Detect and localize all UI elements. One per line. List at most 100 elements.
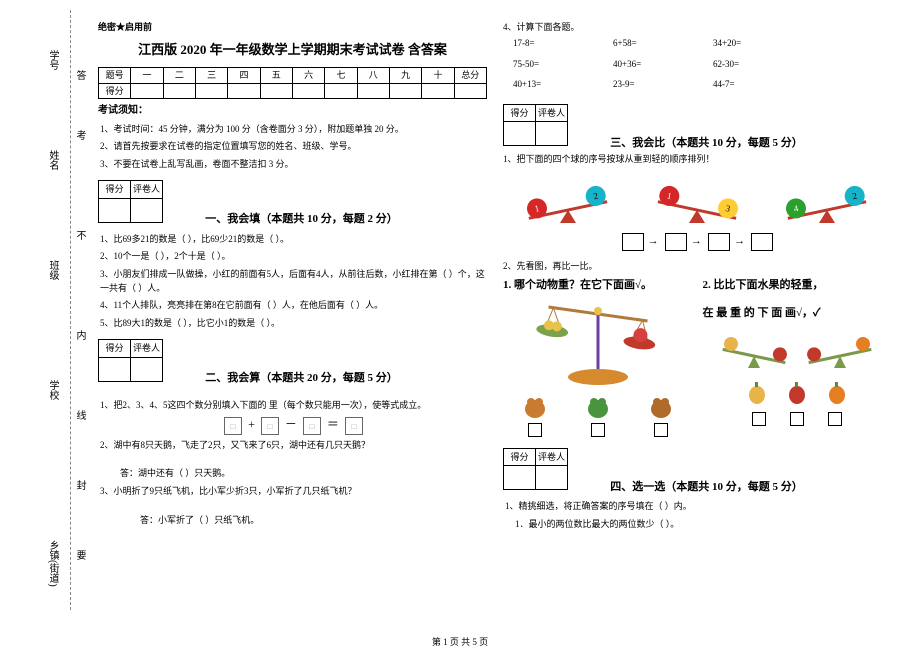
- frog-icon: [583, 393, 613, 419]
- th: 一: [131, 68, 163, 83]
- td: 得分: [99, 83, 131, 98]
- arrow-icon: →: [691, 233, 702, 251]
- answer-line: 答：湖中还有（ ）只天鹅。: [120, 466, 487, 480]
- calc-row: 17-8= 6+58= 34+20=: [513, 36, 892, 50]
- binding-label: 乡镇(街道): [45, 540, 60, 587]
- seesaw-icon: 1 3: [647, 175, 747, 225]
- notice-item: 1、考试时间：45 分钟，满分为 100 分（含卷面分 3 分），附加题单独 2…: [100, 122, 487, 136]
- blank-box[interactable]: □: [224, 417, 242, 435]
- question: 2、先看图，再比一比。: [503, 259, 892, 273]
- exam-sheet: 学号 姓名 班级 学校 乡镇(街道) 答 考 不 内 线 封 要 绝密★启用前 …: [30, 10, 900, 630]
- fruit-seesaw-icon: [800, 326, 880, 371]
- notice-list: 1、考试时间：45 分钟，满分为 100 分（含卷面分 3 分），附加题单独 2…: [98, 122, 487, 171]
- question: 1．最小的两位数比最大的两位数少（ ）。: [515, 517, 892, 531]
- fruit-compare: 2. 比比下面水果的轻重， 在 最 重 的 下 面 画√，✓: [703, 277, 893, 441]
- binding-label: 姓名: [45, 150, 60, 170]
- th: 六: [292, 68, 324, 83]
- question: 1、比69多21的数是（ ），比69少21的数是（ ）。: [100, 232, 487, 246]
- section-scorebox: 得分评卷人: [503, 448, 568, 490]
- answer-line: 答：小军折了（ ）只纸飞机。: [140, 513, 487, 527]
- seesaw-icon: 1 2: [518, 175, 618, 225]
- binding-mark: 不: [72, 230, 87, 240]
- section-4-title: 四、选一选（本题共 10 分，每题 5 分）: [610, 479, 803, 497]
- notice-item: 2、请首先按要求在试卷的指定位置填写您的姓名、班级、学号。: [100, 139, 487, 153]
- blank-box[interactable]: □: [261, 417, 279, 435]
- fruit-row: [746, 379, 848, 409]
- fruit-item: [746, 379, 768, 409]
- animal-row: [503, 393, 693, 442]
- left-page: 绝密★启用前 江西版 2020 年一年级数学上学期期末考试试卷 含答案 题号 一…: [90, 10, 495, 630]
- s1-questions: 1、比69多21的数是（ ），比69少21的数是（ ）。 2、10个一是（ ），…: [98, 232, 487, 330]
- answer-box[interactable]: [828, 412, 842, 426]
- question: 5、比89大1的数是（ ），比它小1的数是（ ）。: [100, 316, 487, 330]
- pear-icon: [746, 379, 768, 405]
- fruit-item: [826, 379, 848, 409]
- section-scorebox: 得分评卷人: [98, 180, 163, 222]
- binding-mark: 封: [72, 480, 87, 490]
- answer-box[interactable]: [654, 423, 668, 437]
- seesaw-icon: 4 2: [777, 175, 877, 225]
- binding-label: 班级: [45, 260, 60, 280]
- section-scorebox: 得分评卷人: [98, 339, 163, 381]
- blank-box[interactable]: □: [345, 417, 363, 435]
- animal-compare: 1. 哪个动物重？在它下面画√。: [503, 277, 693, 441]
- th: 八: [357, 68, 389, 83]
- answer-box[interactable]: [790, 412, 804, 426]
- th: 二: [163, 68, 195, 83]
- order-boxes: → → →: [503, 233, 892, 251]
- th: 题号: [99, 68, 131, 83]
- subq-line: 在 最 重 的 下 面 画√，✓: [703, 305, 821, 323]
- question: 1、把下面的四个球的序号按球从重到轻的顺序排列！: [503, 152, 892, 166]
- binding-margin: 学号 姓名 班级 学校 乡镇(街道) 答 考 不 内 线 封 要: [30, 10, 90, 610]
- squirrel-icon: [646, 393, 676, 419]
- subq-title: 2. 比比下面水果的轻重，: [703, 277, 824, 295]
- binding-mark: 内: [72, 330, 87, 340]
- th: 总分: [454, 68, 486, 83]
- main-title: 江西版 2020 年一年级数学上学期期末考试试卷 含答案: [98, 40, 487, 61]
- answer-box[interactable]: [752, 412, 766, 426]
- animal-item: [515, 393, 555, 442]
- section-2-title: 二、我会算（本题共 20 分，每题 5 分）: [205, 370, 398, 388]
- question: 3、小朋友们排成一队做操，小红的前面有5人，后面有4人，从前往后数，小红排在第（…: [100, 267, 487, 296]
- seesaw-row: 1 2 1 3 4 2: [503, 175, 892, 225]
- binding-mark: 答: [72, 70, 87, 80]
- answer-box[interactable]: [591, 423, 605, 437]
- op: ＝: [327, 417, 339, 431]
- question: 3、小明折了9只纸飞机，比小军少折3只，小军折了几只纸飞机？: [100, 484, 487, 498]
- calc-row: 75-50= 40+36= 62-30=: [513, 57, 892, 71]
- s2-questions: 1、把2、3、4、5这四个数分别填入下面的 里（每个数只能用一次），使等式成立。…: [98, 398, 487, 527]
- fruit-seesaw-icon: [714, 326, 794, 371]
- question: 2、10个一是（ ），2个十是（ ）。: [100, 249, 487, 263]
- balance-scale-icon: [523, 299, 673, 389]
- question: 1、精挑细选，将正确答案的序号填在（ ）内。: [505, 499, 892, 513]
- order-box[interactable]: [665, 233, 687, 251]
- s4-questions: 1、精挑细选，将正确答案的序号填在（ ）内。 1．最小的两位数比最大的两位数少（…: [503, 499, 892, 531]
- th: 四: [228, 68, 260, 83]
- subq-title: 1. 哪个动物重？在它下面画√。: [503, 277, 693, 295]
- binding-mark: 线: [72, 410, 87, 420]
- apple-icon: [786, 379, 808, 405]
- section-1-title: 一、我会填（本题共 10 分，每题 2 分）: [205, 211, 398, 229]
- order-box[interactable]: [751, 233, 773, 251]
- blank-box[interactable]: □: [303, 417, 321, 435]
- section-scorebox: 得分评卷人: [503, 104, 568, 146]
- th: 十: [422, 68, 454, 83]
- th: 五: [260, 68, 292, 83]
- cat-icon: [520, 393, 550, 419]
- score-value-row: 得分: [99, 83, 487, 98]
- answer-box[interactable]: [528, 423, 542, 437]
- equation-line: □ + □ － □ ＝ □: [100, 415, 487, 434]
- fruit-item: [786, 379, 808, 409]
- score-header-row: 题号 一 二 三 四 五 六 七 八 九 十 总分: [99, 68, 487, 83]
- animal-item: [641, 393, 681, 442]
- order-box[interactable]: [708, 233, 730, 251]
- question: 4、计算下面各题。: [503, 20, 892, 34]
- order-box[interactable]: [622, 233, 644, 251]
- pineapple-icon: [826, 379, 848, 405]
- section-3-title: 三、我会比（本题共 10 分，每题 5 分）: [610, 135, 803, 153]
- dash-line: [70, 10, 71, 610]
- th: 三: [195, 68, 227, 83]
- op: +: [248, 417, 255, 431]
- binding-label: 学校: [45, 380, 60, 400]
- op: －: [285, 417, 297, 431]
